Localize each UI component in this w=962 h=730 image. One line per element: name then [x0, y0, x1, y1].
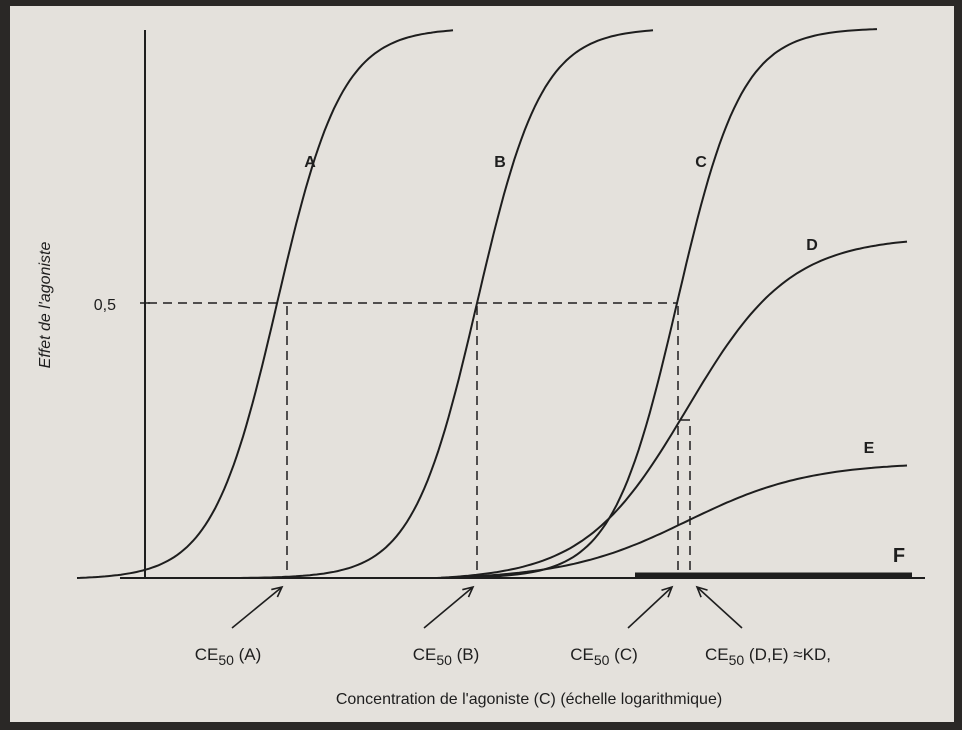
x-axis-label: Concentration de l'agoniste (C) (échelle… [336, 691, 722, 708]
ec50-c-arrow [627, 585, 674, 629]
curves [76, 28, 912, 579]
paper-background [10, 6, 954, 722]
ec50-a-arrow [231, 585, 284, 629]
ec50-de-arrow [695, 585, 743, 629]
series-label-a: A [304, 154, 316, 171]
curve-b [237, 29, 654, 579]
annotation-ec50-de: CE50 (D,E) ≈KD, [705, 645, 831, 668]
curve-a [76, 29, 454, 579]
series-label-e: E [864, 440, 875, 457]
curve-d [436, 240, 908, 579]
y-axis-label: Effet de l'agoniste [37, 242, 54, 369]
annotation-ec50-c: CE50 (C) [570, 645, 638, 668]
series-label-d: D [806, 237, 818, 254]
annotation-arrows [231, 585, 743, 629]
annotations: CE50 (A) CE50 (B) CE50 (C) CE50 (D,E) ≈KD, [195, 645, 831, 668]
annotation-ec50-a: CE50 (A) [195, 645, 262, 668]
annotation-ec50-b: CE50 (B) [413, 645, 480, 668]
reference-lines [148, 302, 691, 576]
series-label-b: B [494, 154, 506, 171]
series-labels: A B C D E F [304, 154, 905, 567]
ec50-de-dashed-line [681, 419, 691, 576]
ec50-b-arrow [423, 585, 475, 629]
curve-c [437, 28, 878, 579]
series-label-f: F [893, 545, 905, 567]
y-tick-label: 0,5 [94, 297, 116, 314]
series-label-c: C [695, 154, 707, 171]
curve-e [436, 464, 908, 579]
